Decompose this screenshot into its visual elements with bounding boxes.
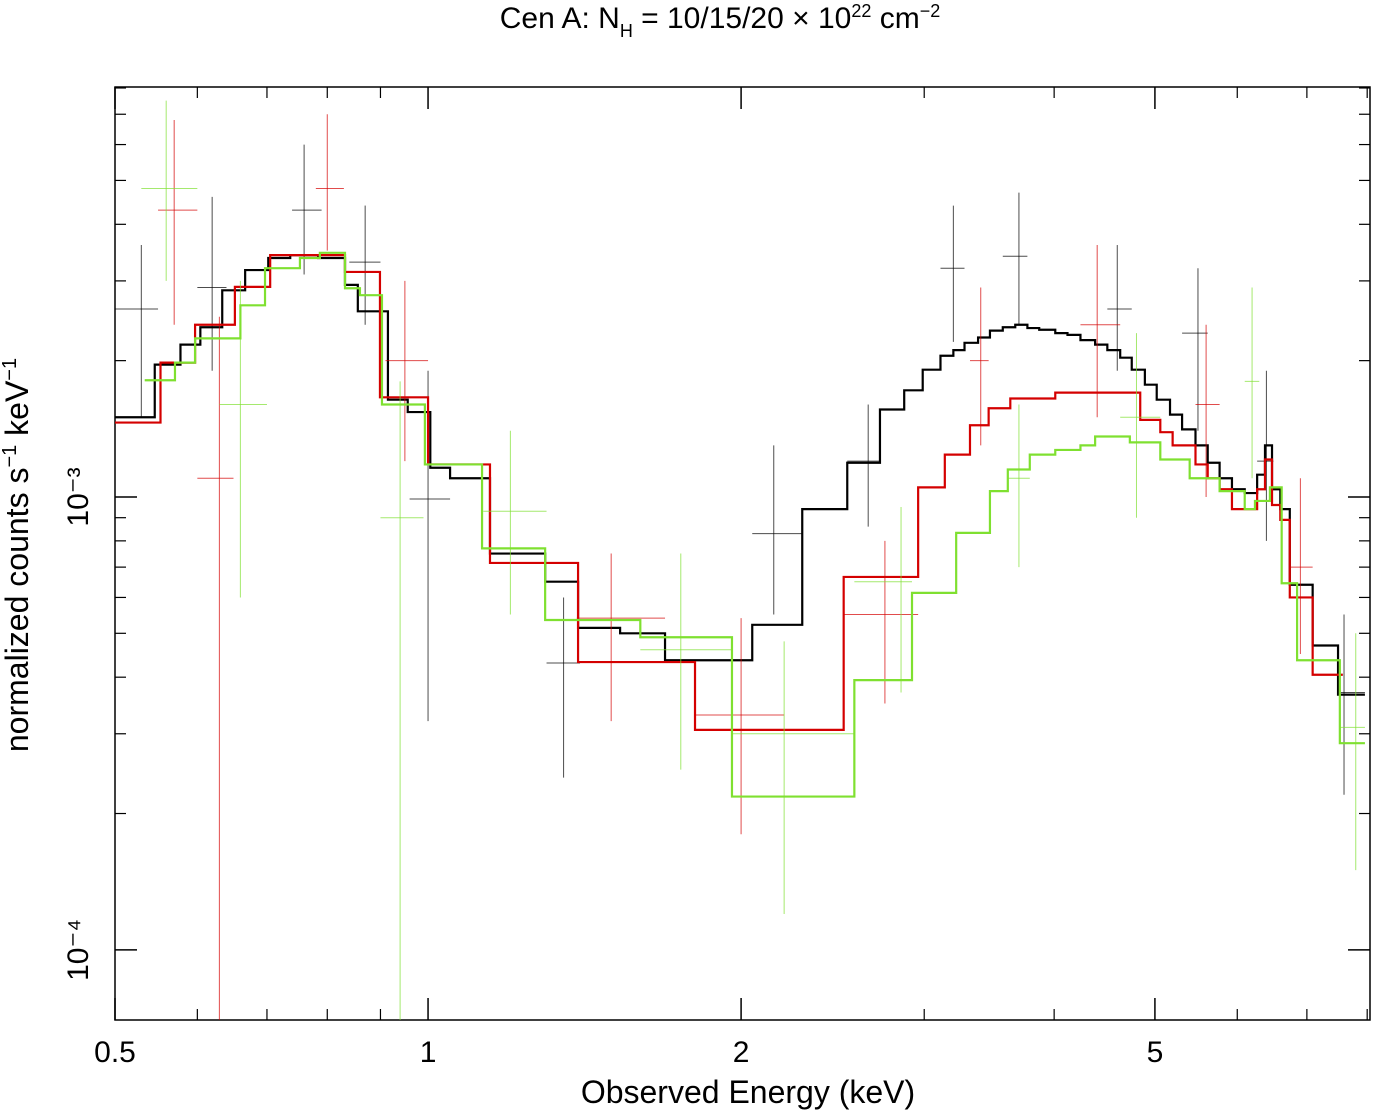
y-axis-label: normalized counts s−1 keV−1 xyxy=(0,358,35,752)
plot-frame xyxy=(114,86,1371,1021)
x-tick-label: 5 xyxy=(1147,1036,1164,1069)
ylabel-part: −1 xyxy=(0,445,21,468)
title-part: H xyxy=(620,21,633,41)
y-tick-label: 10⁻⁴ xyxy=(62,919,95,981)
ylabel-part: normalized counts s xyxy=(0,468,35,753)
model-step xyxy=(115,254,1365,696)
title-part: = 10/15/20 × 10 xyxy=(633,2,852,35)
x-tick-label: 0.5 xyxy=(94,1036,136,1069)
ylabel-part: keV xyxy=(0,380,35,445)
title-part: cm xyxy=(871,2,919,35)
x-tick-label: 2 xyxy=(733,1036,750,1069)
y-tick-label: 10⁻³ xyxy=(62,467,95,526)
plot-area xyxy=(115,100,1365,1020)
model-step xyxy=(115,254,1343,731)
title-part: 22 xyxy=(851,1,871,21)
x-axis-label: Observed Energy (keV) xyxy=(581,1074,915,1110)
ylabel-part: −1 xyxy=(0,358,21,381)
x-tick-label: 1 xyxy=(420,1036,437,1069)
model-step xyxy=(144,251,1365,798)
title-part: −2 xyxy=(920,1,941,21)
chart-title: Cen A: NH = 10/15/20 × 1022 cm−2 xyxy=(500,1,940,41)
title-part: Cen A: N xyxy=(500,2,620,35)
